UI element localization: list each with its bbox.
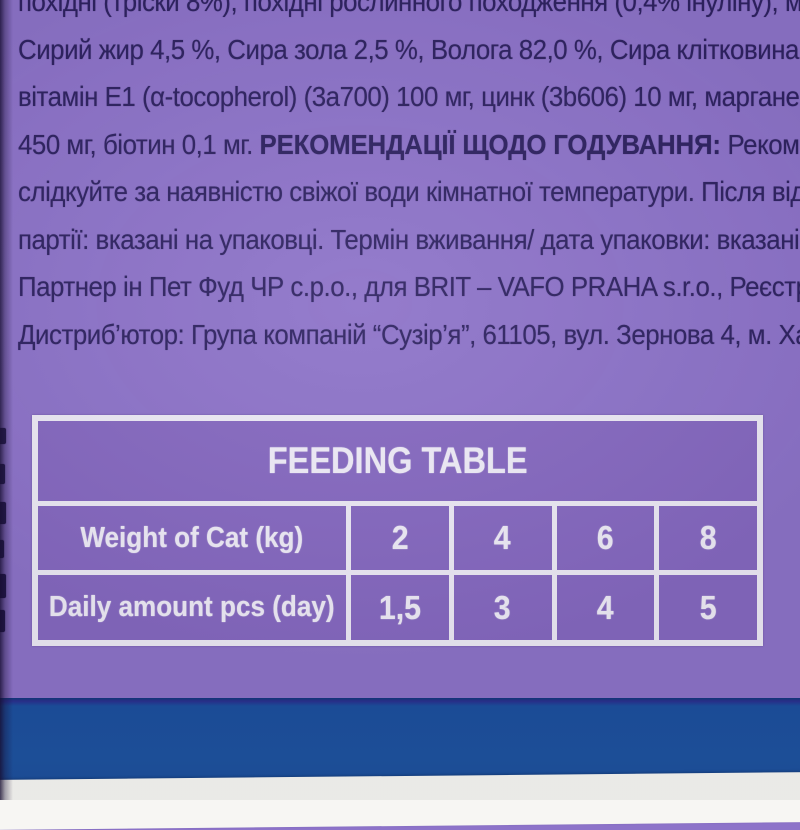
label-text-line-vitamins: вітамін Е1 (α-tocopherol) (3а700) 100 мг… — [18, 73, 800, 121]
label-text-line-recommendations: 450 мг, біотин 0,1 мг. РЕКОМЕНДАЦІЇ ЩОДО… — [18, 121, 800, 169]
feeding-table-row-label-daily-amount: Daily amount pcs (day) — [38, 575, 346, 640]
weight-value-cell: 6 — [556, 506, 655, 570]
row-label-text: Daily amount pcs (day) — [49, 591, 335, 623]
row-label-text: Weight of Cat (kg) — [80, 521, 304, 554]
weight-value-cell: 2 — [351, 506, 449, 570]
cell-value: 2 — [391, 519, 409, 556]
label-info-text: похідні (тріски 8%), похідні рослинного … — [18, 0, 800, 358]
cell-value: 8 — [699, 519, 717, 556]
feeding-table: FEEDING TABLE Weight of Cat (kg) 2 4 6 8… — [32, 415, 763, 646]
label-text-line-manufacturer: Партнер ін Пет Фуд ЧР с.р.о., для BRIT –… — [18, 263, 800, 311]
label-text: 450 мг, біотин 0,1 мг. — [18, 128, 260, 160]
daily-amount-value-cell: 1,5 — [351, 575, 449, 640]
label-text-line-distributor: Дистриб’ютор: Група компаній “Сузір’я”, … — [18, 311, 800, 359]
label-text: вітамін Е1 (α-tocopherol) (3а700) 100 мг… — [18, 81, 800, 112]
label-text: партії: вказані на упаковці. Термін вжив… — [18, 223, 800, 255]
cell-value: 4 — [596, 588, 614, 626]
label-text: Партнер ін Пет Фуд ЧР с.р.о., для BRIT –… — [18, 271, 800, 302]
label-text: Рекомендо — [727, 128, 800, 160]
daily-amount-value-cell: 3 — [453, 575, 552, 640]
cell-value: 1,5 — [378, 588, 421, 626]
label-text: слідкуйте за наявністю свіжої води кімна… — [18, 176, 800, 207]
weight-value-cell: 4 — [453, 506, 552, 570]
package-left-edge-shadow — [0, 0, 14, 800]
feeding-table-title-text: FEEDING TABLE — [267, 440, 528, 481]
label-text-line-analysis: Сирий жир 4,5 %, Сира зола 2,5 %, Волога… — [18, 26, 800, 74]
feeding-table-title: FEEDING TABLE — [38, 421, 757, 501]
cell-value: 3 — [494, 588, 512, 626]
cell-value: 5 — [699, 588, 717, 626]
label-text: похідні (тріски 8%), похідні рослинного … — [18, 0, 800, 17]
label-text-line-batch: партії: вказані на упаковці. Термін вжив… — [18, 216, 800, 264]
cell-value: 4 — [494, 519, 512, 556]
feeding-recommendations-heading: РЕКОМЕНДАЦІЇ ЩОДО ГОДУВАННЯ: — [259, 128, 721, 160]
cell-value: 6 — [596, 519, 614, 556]
daily-amount-value-cell: 5 — [659, 575, 757, 640]
feeding-table-row-label-weight: Weight of Cat (kg) — [38, 506, 346, 570]
background-surface — [0, 772, 800, 830]
daily-amount-value-cell: 4 — [556, 575, 655, 640]
label-text-line-water: слідкуйте за наявністю свіжої води кімна… — [18, 168, 800, 216]
weight-value-cell: 8 — [659, 506, 757, 570]
label-text: Сирий жир 4,5 %, Сира зола 2,5 %, Волога… — [18, 33, 800, 65]
label-text-line-composition: похідні (тріски 8%), похідні рослинного … — [18, 0, 800, 26]
label-text: Дистриб’ютор: Група компаній “Сузір’я”, … — [18, 318, 800, 350]
feeding-table-grid: FEEDING TABLE Weight of Cat (kg) 2 4 6 8… — [38, 421, 757, 640]
